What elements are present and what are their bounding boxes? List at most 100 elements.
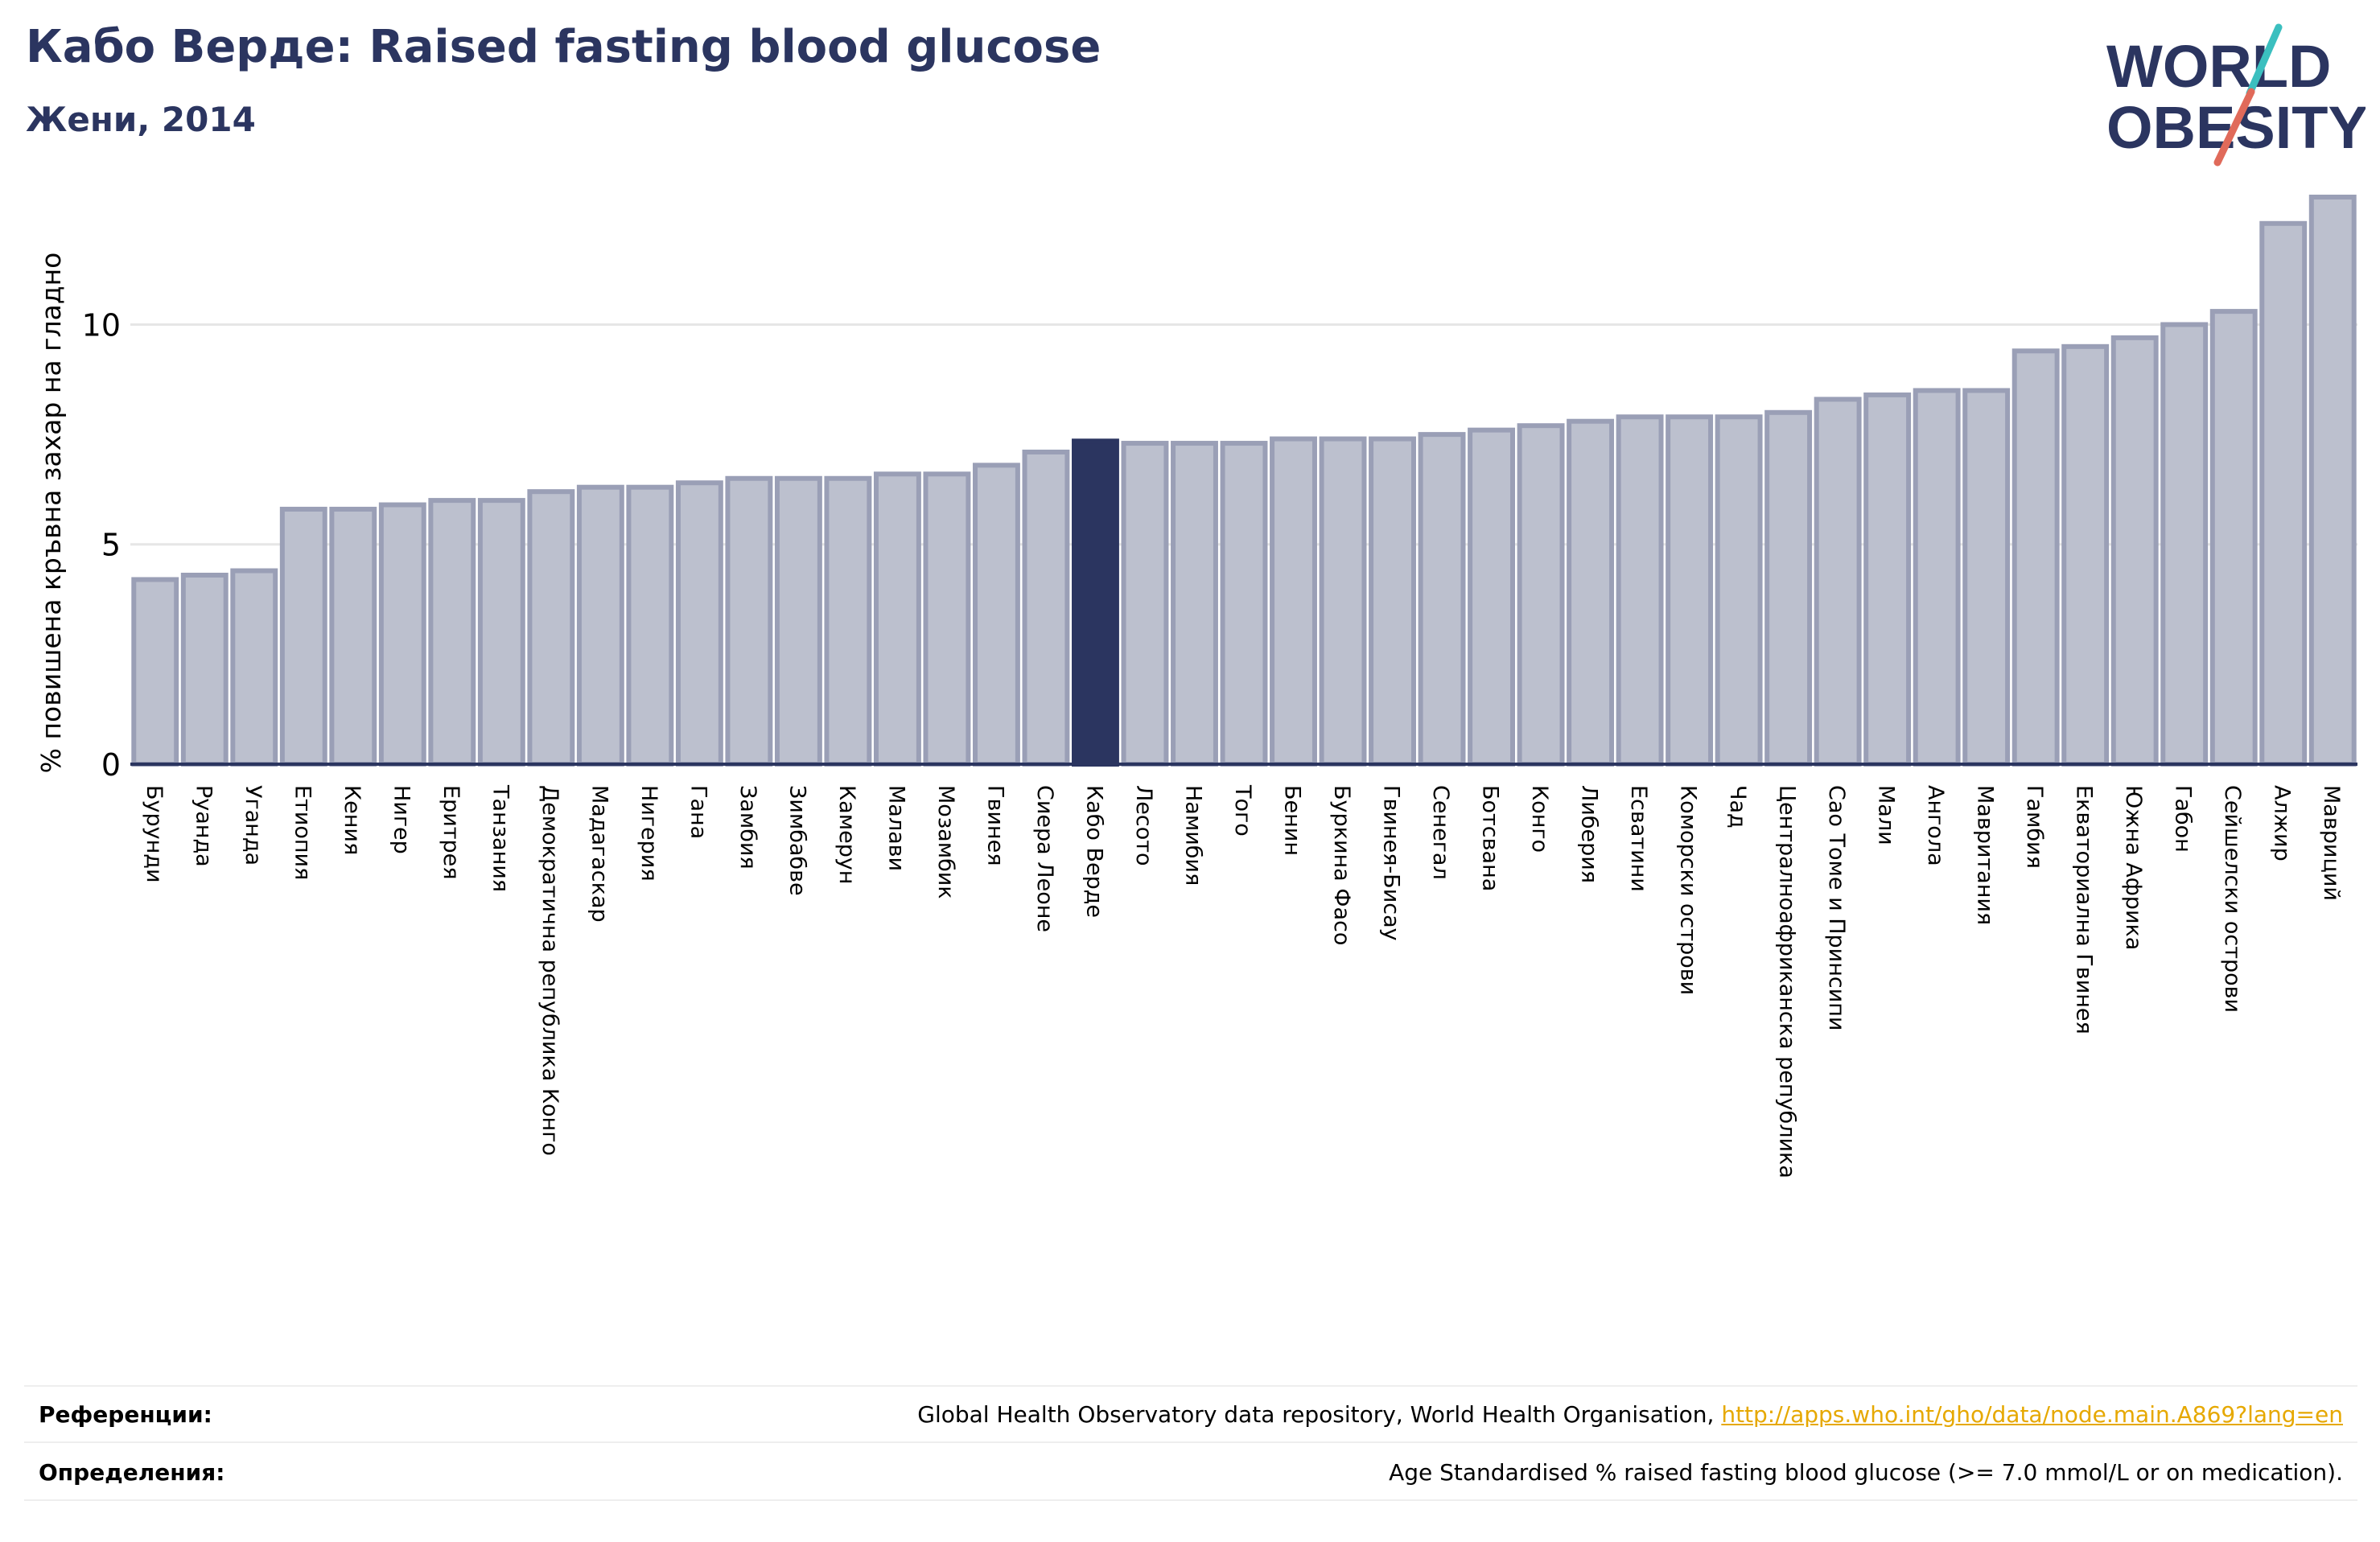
bar xyxy=(626,484,674,767)
x-tick-label: Буркина Фасо xyxy=(1329,785,1354,945)
bar xyxy=(279,507,327,767)
bar xyxy=(1616,414,1664,767)
x-tick-label: Конго xyxy=(1527,785,1552,853)
y-tick-label: 5 xyxy=(101,528,121,563)
divider-middle xyxy=(24,1441,2357,1443)
definitions-row: Определения: Age Standardised % raised f… xyxy=(24,1441,2357,1498)
bar xyxy=(1517,423,1565,767)
x-tick-label: Етиопия xyxy=(290,785,315,880)
x-tick-label: Малави xyxy=(883,785,908,871)
divider-bottom xyxy=(24,1499,2357,1501)
bar xyxy=(1468,427,1516,767)
x-tick-label: Лесото xyxy=(1131,785,1156,866)
x-tick-label: Того xyxy=(1230,784,1255,837)
bar xyxy=(1121,441,1169,767)
bar xyxy=(1369,436,1416,767)
bar xyxy=(1666,414,1714,767)
x-tick-label: Коморски острови xyxy=(1676,785,1701,995)
x-tick-label: Мали xyxy=(1874,785,1899,845)
bar xyxy=(477,498,525,767)
bar xyxy=(1270,436,1317,767)
bar xyxy=(2209,309,2258,767)
references-source: Global Health Observatory data repositor… xyxy=(917,1401,1722,1428)
x-tick-label: Танзания xyxy=(488,784,513,892)
y-tick-label: 10 xyxy=(82,307,121,343)
y-tick-label: 0 xyxy=(101,747,121,783)
page-subtitle: Жени, 2014 xyxy=(26,100,256,139)
bar xyxy=(1072,438,1119,767)
logo-line1: WORLD xyxy=(2106,33,2332,100)
bar xyxy=(972,463,1020,767)
x-tick-label: Сиера Леоне xyxy=(1032,785,1057,932)
x-tick-label: Мавритания xyxy=(1973,785,1998,925)
bar xyxy=(1814,397,1862,767)
x-tick-label: Нигерия xyxy=(636,785,661,882)
x-tick-label: Камерун xyxy=(834,785,859,884)
x-tick-label: Уганда xyxy=(241,785,266,866)
x-tick-label: Гвинея xyxy=(982,785,1007,866)
bar xyxy=(1913,388,1961,767)
bar xyxy=(1567,418,1615,767)
x-tick-label: Зимбабве xyxy=(784,785,809,896)
bar xyxy=(1863,392,1912,767)
x-tick-label: Гвинея-Бисау xyxy=(1379,785,1404,941)
bar xyxy=(2061,343,2110,767)
x-tick-label: Бурунди xyxy=(142,785,167,883)
y-axis-label: % повишена кръвна захар на гладно xyxy=(35,253,67,774)
bar-chart: 0 5 10 % повишена кръвна захар на гладно Бур… xyxy=(35,195,2357,1178)
x-tick-label: Гамбия xyxy=(2022,785,2047,869)
bar xyxy=(1319,436,1367,767)
x-tick-label: Гана xyxy=(686,785,710,839)
x-tick-label: Руанда xyxy=(191,785,216,867)
bar xyxy=(1220,441,1268,767)
references-text: Global Health Observatory data repositor… xyxy=(917,1401,2343,1428)
bar xyxy=(378,502,426,767)
bar xyxy=(230,568,278,767)
bar xyxy=(725,475,773,767)
bar xyxy=(824,475,872,767)
definitions-label: Определения: xyxy=(39,1459,225,1486)
x-tick-label: Екваториална Гвинея xyxy=(2072,785,2097,1034)
x-tick-label: Либерия xyxy=(1577,785,1602,883)
x-tick-label: Бенин xyxy=(1280,785,1305,856)
x-tick-label: Мозамбик xyxy=(933,785,958,899)
bar xyxy=(1171,441,1218,767)
x-tick-label: Демократична република Конго xyxy=(537,785,562,1156)
bar xyxy=(1022,449,1070,767)
definitions-text: Age Standardised % raised fasting blood … xyxy=(1389,1459,2343,1486)
x-tick-label: Есватини xyxy=(1626,785,1651,892)
references-link[interactable]: http://apps.who.int/gho/data/node.main.A… xyxy=(1721,1401,2343,1428)
references-label: Референции: xyxy=(39,1401,212,1428)
x-tick-label: Мадагаскар xyxy=(587,785,611,923)
bar xyxy=(675,480,723,767)
bar xyxy=(527,489,575,767)
x-tick-label: Нигер xyxy=(389,785,414,854)
logo-slash-teal xyxy=(2246,23,2283,97)
x-tick-label: Алжир xyxy=(2270,785,2295,861)
bar xyxy=(329,507,377,767)
bar xyxy=(1418,432,1466,767)
bar xyxy=(576,484,624,767)
bar xyxy=(774,475,822,767)
bar xyxy=(2110,335,2159,767)
bar xyxy=(131,577,179,767)
bar xyxy=(1715,414,1763,767)
x-tick-label: Сенегал xyxy=(1428,785,1453,880)
x-tick-label: Замбия xyxy=(735,785,760,870)
bar xyxy=(1764,409,1813,767)
bar xyxy=(923,471,971,767)
x-tick-label: Сейшелски острови xyxy=(2220,785,2245,1013)
x-tick-label: Ботсвана xyxy=(1478,785,1503,891)
bar xyxy=(428,498,476,767)
x-tick-label: Сао Томе и Принсипи xyxy=(1824,785,1849,1030)
bar xyxy=(2308,195,2357,767)
references-row: Референции: Global Health Observatory da… xyxy=(24,1385,2357,1441)
bar xyxy=(2259,220,2308,767)
x-tick-label: Кабо Верде xyxy=(1081,785,1106,918)
x-tick-label: Кения xyxy=(340,785,364,855)
divider-top xyxy=(24,1385,2357,1387)
bar xyxy=(180,573,229,767)
bar xyxy=(1962,388,2011,767)
x-tick-label: Габон xyxy=(2171,785,2196,853)
bar xyxy=(2160,322,2209,767)
